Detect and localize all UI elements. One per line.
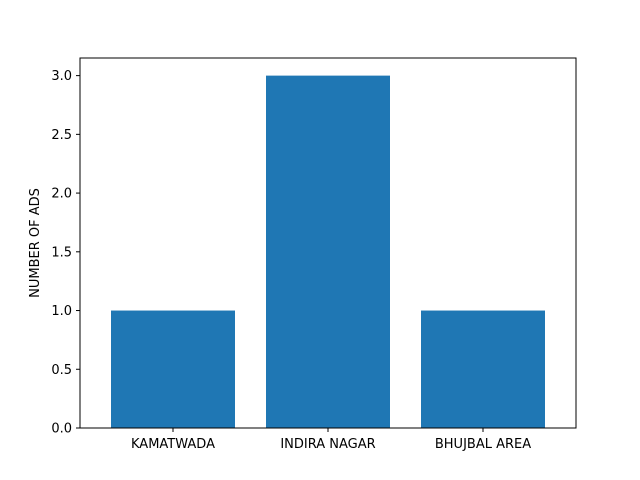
bar-bhujbal-area	[421, 310, 545, 428]
y-axis: 0.0 0.5 1.0 1.5 2.0 2.5 3.0	[51, 69, 80, 437]
y-tick-label: 3.0	[51, 69, 72, 84]
x-axis: KAMATWADA INDIRA NAGAR BHUJBAL AREA	[131, 428, 531, 452]
y-tick-label: 0.5	[51, 363, 72, 378]
x-tick-label: INDIRA NAGAR	[280, 437, 375, 452]
bars-group	[111, 75, 545, 428]
y-tick-label: 2.5	[51, 128, 72, 143]
bar-indira-nagar	[266, 75, 390, 428]
x-tick-label: KAMATWADA	[131, 437, 215, 452]
y-tick-label: 0.0	[51, 422, 72, 437]
y-tick-label: 2.0	[51, 187, 72, 202]
y-tick-label: 1.5	[51, 245, 72, 260]
bar-kamatwada	[111, 310, 235, 428]
y-tick-label: 1.0	[51, 304, 72, 319]
x-tick-label: BHUJBAL AREA	[435, 437, 531, 452]
plot-frame	[79, 57, 577, 429]
y-axis-label: NUMBER OF ADS	[28, 188, 43, 298]
